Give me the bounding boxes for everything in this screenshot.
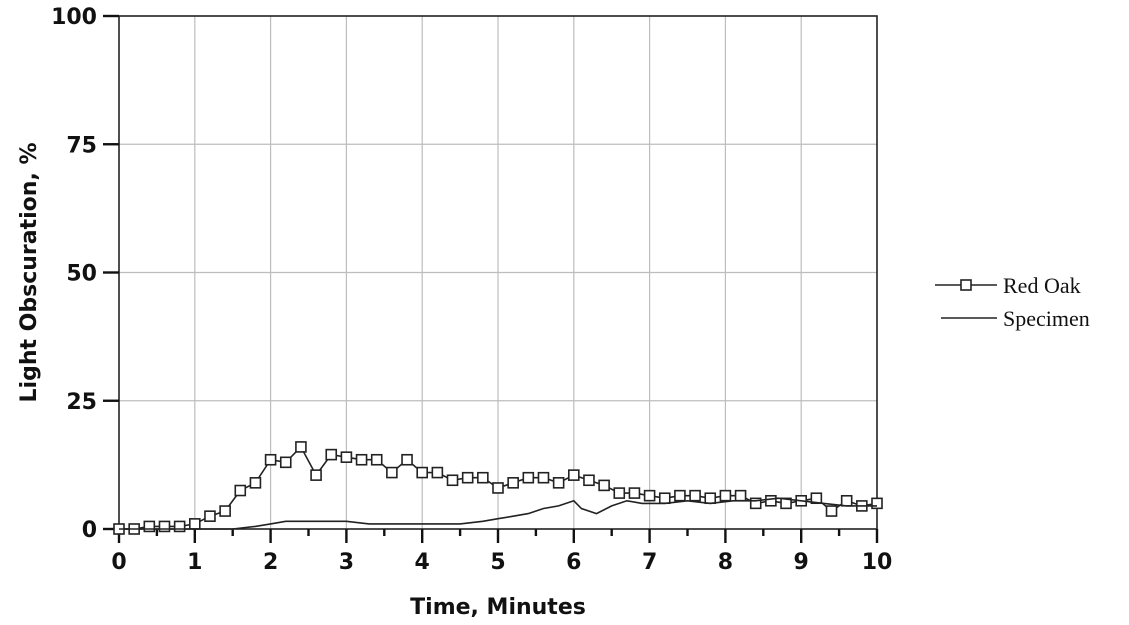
series-red-oak-point [567, 469, 580, 481]
series-red-oak-point [340, 451, 353, 463]
series-red-oak-point [264, 453, 277, 466]
legend: Red Oak Specimen [935, 273, 1090, 331]
legend-label-red-oak: Red Oak [1003, 273, 1081, 298]
legend-item-specimen: Specimen [941, 306, 1090, 331]
series-red-oak-point [461, 471, 474, 484]
series-red-oak-point [477, 471, 489, 484]
series-red-oak-point [507, 477, 519, 489]
x-axis-title: Time, Minutes [410, 595, 586, 620]
x-tick-label: 4 [415, 550, 430, 575]
x-tick-label: 3 [339, 550, 354, 575]
series-red-oak-point [325, 448, 338, 461]
legend-label-specimen: Specimen [1003, 306, 1090, 331]
series-red-oak-point [189, 518, 201, 530]
y-axis-title: Light Obscuration, % [17, 143, 42, 403]
series-red-oak-point [234, 484, 247, 497]
series-red-oak-point [370, 453, 383, 466]
legend-red-oak-marker [960, 279, 972, 291]
legend-item-red-oak: Red Oak [935, 273, 1081, 298]
series-red-oak-point [734, 489, 747, 502]
series-red-oak-point [173, 520, 186, 533]
series-red-oak-point [492, 482, 504, 494]
x-tick-label: 2 [263, 550, 278, 575]
y-tick-label: 100 [51, 5, 97, 30]
series-red-oak-point [825, 505, 838, 517]
series-red-oak-point [674, 489, 686, 502]
series-red-oak-point [628, 487, 641, 499]
y-tick-label: 75 [66, 133, 97, 158]
x-tick-label: 10 [862, 550, 893, 575]
series-red-oak-point [295, 441, 307, 453]
series-red-oak-point [158, 520, 171, 533]
x-tick-label: 6 [566, 550, 581, 575]
series-red-oak-point [598, 479, 610, 492]
series-red-oak-point [765, 494, 777, 507]
y-tick-label: 25 [66, 390, 97, 415]
series-red-oak-point [552, 477, 565, 489]
x-tick-label: 7 [642, 550, 657, 575]
x-tick-label: 8 [718, 550, 733, 575]
series-red-oak-point [204, 510, 216, 522]
x-tick-label: 1 [187, 550, 202, 575]
series-red-oak-point [249, 477, 262, 489]
series-red-oak-point [386, 466, 398, 479]
series-red-oak-point [704, 492, 717, 505]
grid-lines [119, 16, 877, 529]
series-red-oak-point [522, 471, 535, 484]
series-red-oak-point [401, 453, 413, 466]
series-specimen-line [119, 497, 877, 530]
x-tick-label: 5 [490, 550, 505, 575]
series-red-oak-point [431, 466, 444, 479]
axes [103, 14, 879, 543]
series-red-oak-point [143, 520, 156, 533]
x-tick-label: 0 [111, 550, 126, 575]
series-red-oak-point [416, 466, 429, 479]
series-red-oak-point [719, 489, 732, 502]
series-red-oak-point [658, 492, 671, 505]
series-red-oak-point [219, 505, 231, 517]
series-red-oak-point [583, 474, 595, 487]
series-red-oak-point [643, 489, 656, 502]
series-red-oak-point [840, 494, 853, 507]
series-red-oak-point [446, 474, 459, 487]
series-red-oak-point [279, 456, 292, 469]
series-red-oak-point [310, 469, 322, 481]
y-tick-label: 50 [66, 262, 97, 287]
series-layer [113, 441, 883, 535]
x-tick-label: 9 [794, 550, 809, 575]
series-red-oak-point [355, 453, 368, 466]
y-tick-label: 0 [82, 518, 97, 543]
series-red-oak-point [871, 497, 883, 510]
series-red-oak-point [537, 471, 550, 484]
series-red-oak-point [689, 489, 701, 502]
series-red-oak-point [749, 497, 762, 510]
series-red-oak-point [613, 487, 626, 499]
